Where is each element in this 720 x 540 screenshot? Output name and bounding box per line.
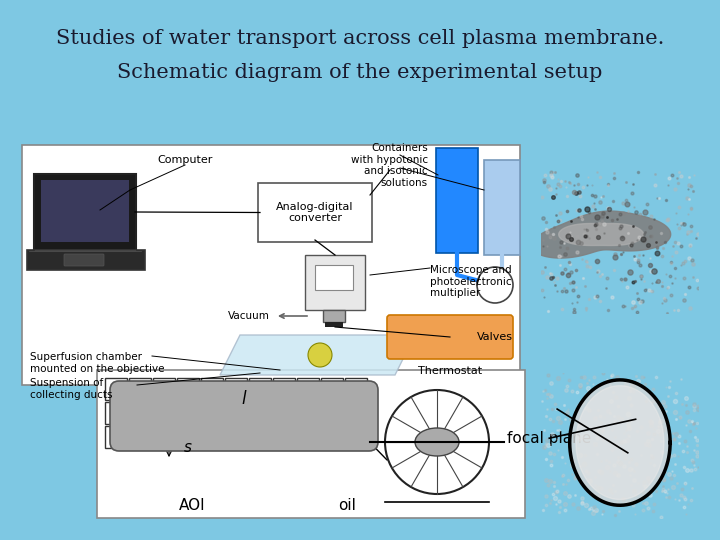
Polygon shape (220, 335, 415, 375)
Text: Vacuum: Vacuum (228, 311, 270, 321)
FancyBboxPatch shape (110, 381, 378, 451)
FancyBboxPatch shape (297, 402, 319, 424)
FancyBboxPatch shape (22, 145, 520, 385)
FancyBboxPatch shape (297, 426, 319, 448)
FancyBboxPatch shape (105, 402, 127, 424)
FancyBboxPatch shape (153, 426, 175, 448)
Polygon shape (531, 211, 670, 258)
FancyBboxPatch shape (484, 160, 520, 255)
FancyBboxPatch shape (321, 402, 343, 424)
Text: Superfusion chamber
mounted on the objective: Superfusion chamber mounted on the objec… (30, 352, 164, 374)
Text: Analog-digital
converter: Analog-digital converter (276, 202, 354, 224)
Text: Suspension of
collecting ducts: Suspension of collecting ducts (30, 378, 112, 400)
FancyBboxPatch shape (201, 378, 223, 400)
FancyBboxPatch shape (387, 315, 513, 359)
Text: AOI: AOI (179, 498, 205, 513)
Text: l: l (242, 390, 246, 408)
FancyBboxPatch shape (321, 378, 343, 400)
FancyBboxPatch shape (305, 255, 365, 310)
Text: Studies of water transport across cell plasma membrane.: Studies of water transport across cell p… (56, 29, 664, 48)
Text: Valves: Valves (477, 332, 513, 342)
FancyBboxPatch shape (345, 426, 367, 448)
Circle shape (308, 343, 332, 367)
Text: Microscope and
photoelectronic
multiplier: Microscope and photoelectronic multiplie… (430, 265, 512, 298)
Text: Containers
with hypotonic
and isotonic
solutions: Containers with hypotonic and isotonic s… (351, 143, 428, 188)
Ellipse shape (415, 428, 459, 456)
Circle shape (385, 390, 489, 494)
FancyBboxPatch shape (201, 402, 223, 424)
Text: focal plane: focal plane (507, 430, 591, 445)
FancyBboxPatch shape (177, 426, 199, 448)
FancyBboxPatch shape (225, 378, 247, 400)
FancyBboxPatch shape (345, 378, 367, 400)
FancyBboxPatch shape (315, 265, 353, 290)
Text: Schematic diagram of the experimental setup: Schematic diagram of the experimental se… (117, 63, 603, 82)
FancyBboxPatch shape (97, 370, 525, 518)
FancyBboxPatch shape (129, 426, 151, 448)
Text: Thermostat: Thermostat (418, 366, 482, 376)
Polygon shape (559, 224, 644, 246)
FancyBboxPatch shape (34, 174, 136, 251)
FancyBboxPatch shape (325, 322, 343, 327)
FancyBboxPatch shape (177, 402, 199, 424)
FancyBboxPatch shape (64, 254, 104, 266)
FancyBboxPatch shape (177, 378, 199, 400)
Polygon shape (576, 386, 664, 500)
FancyBboxPatch shape (105, 426, 127, 448)
FancyBboxPatch shape (249, 402, 271, 424)
FancyBboxPatch shape (297, 378, 319, 400)
Circle shape (477, 267, 513, 303)
FancyBboxPatch shape (153, 378, 175, 400)
FancyBboxPatch shape (249, 378, 271, 400)
FancyBboxPatch shape (201, 426, 223, 448)
FancyBboxPatch shape (225, 402, 247, 424)
Polygon shape (570, 380, 670, 505)
FancyBboxPatch shape (249, 426, 271, 448)
FancyBboxPatch shape (27, 250, 145, 270)
Text: Computer: Computer (157, 155, 212, 165)
FancyBboxPatch shape (323, 310, 345, 322)
Text: oil: oil (338, 498, 356, 513)
FancyBboxPatch shape (105, 378, 127, 400)
FancyBboxPatch shape (129, 378, 151, 400)
FancyBboxPatch shape (41, 180, 129, 242)
Text: s: s (184, 440, 192, 455)
FancyBboxPatch shape (273, 402, 295, 424)
FancyBboxPatch shape (273, 426, 295, 448)
FancyBboxPatch shape (225, 426, 247, 448)
FancyBboxPatch shape (153, 402, 175, 424)
FancyBboxPatch shape (258, 183, 372, 242)
FancyBboxPatch shape (321, 426, 343, 448)
FancyBboxPatch shape (273, 378, 295, 400)
FancyBboxPatch shape (129, 402, 151, 424)
FancyBboxPatch shape (345, 402, 367, 424)
FancyBboxPatch shape (436, 148, 478, 253)
